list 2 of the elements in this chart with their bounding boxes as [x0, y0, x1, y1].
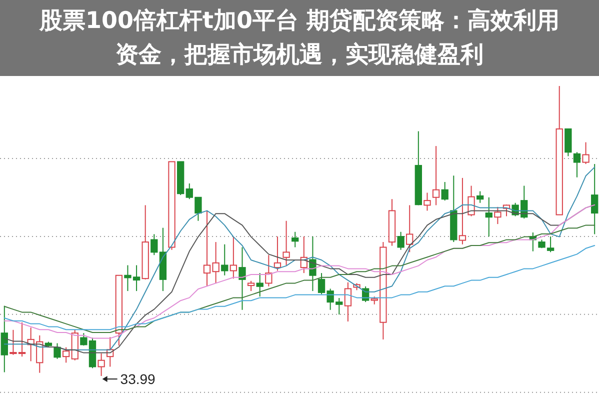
chart-title: 股票100倍杠杆t加0平台 期贷配资策略：高效利用资金，把握市场机遇，实现稳健盈利 [38, 7, 560, 70]
annotation: 33.99 [120, 371, 156, 387]
